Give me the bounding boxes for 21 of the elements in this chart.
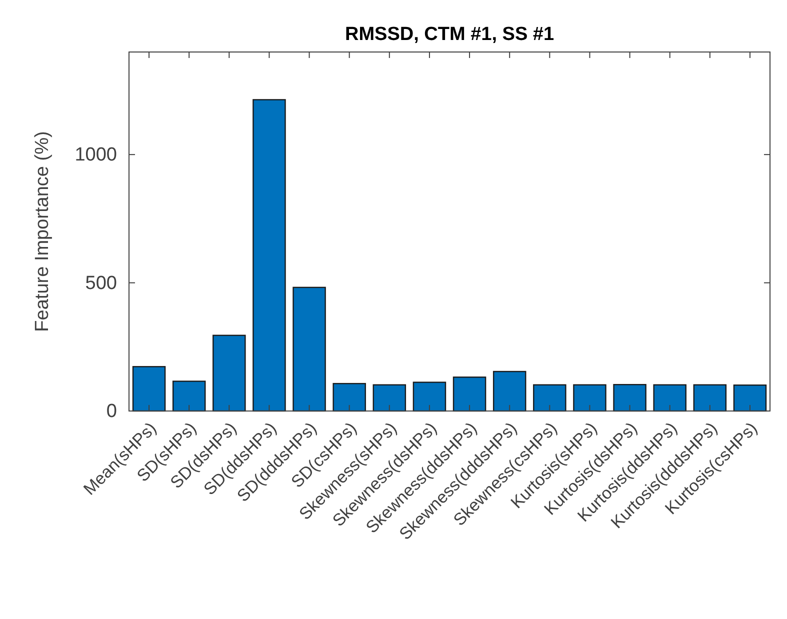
bar	[252, 99, 286, 412]
y-tick-label: 500	[85, 272, 117, 294]
y-axis-title: Feature Importance (%)	[32, 131, 53, 332]
bar	[332, 382, 366, 412]
bar	[573, 384, 606, 412]
bar	[172, 380, 206, 412]
bar	[212, 334, 246, 412]
bar	[292, 286, 326, 412]
chart-title: RMSSD, CTM #1, SS #1	[344, 24, 554, 45]
bar	[613, 384, 646, 412]
bar	[693, 384, 727, 412]
bar	[372, 384, 406, 412]
bar	[412, 382, 446, 412]
y-tick-label: 1000	[74, 144, 117, 166]
bar	[132, 366, 166, 412]
bar	[733, 384, 767, 412]
bar	[492, 370, 526, 412]
bar	[452, 376, 486, 412]
bar	[533, 384, 566, 412]
y-tick-label: 0	[106, 401, 117, 422]
bar	[653, 384, 686, 412]
